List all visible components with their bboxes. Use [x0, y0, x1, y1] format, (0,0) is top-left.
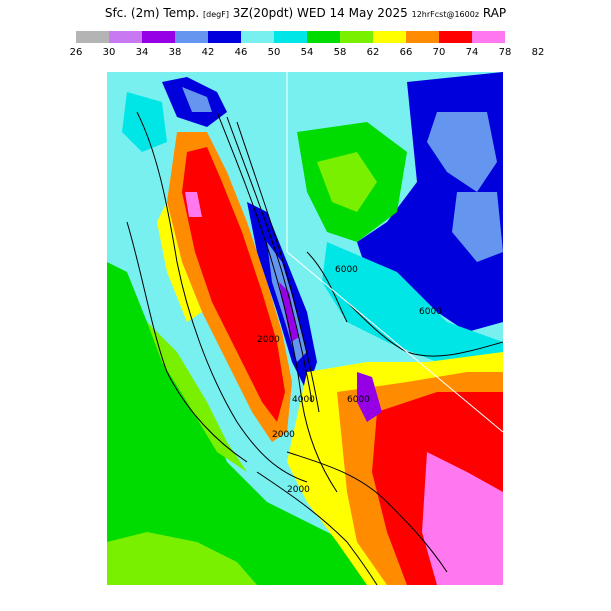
contour-label: 2000	[272, 430, 295, 440]
region-34-desert-peak	[357, 372, 382, 422]
region-70-valley	[182, 147, 285, 422]
title-run: 3Z(20pdt) WED 14 May 2025	[232, 6, 408, 20]
contour-label: 6000	[335, 265, 358, 275]
title-forecast: 12hrFcst@1600z	[411, 10, 480, 19]
contour-label: 6000	[419, 307, 442, 317]
legend-swatch	[307, 31, 340, 43]
legend-swatch	[406, 31, 439, 43]
region-50-basin	[322, 242, 503, 372]
legend-tick-label: 82	[531, 47, 545, 58]
region-38-east	[427, 112, 497, 192]
legend-tick-label: 30	[102, 47, 116, 58]
legend-tick-label: 78	[498, 47, 512, 58]
legend-swatch	[175, 31, 208, 43]
legend-tick-label: 62	[366, 47, 380, 58]
region-54	[107, 262, 387, 585]
region-74-desert	[422, 452, 503, 585]
legend-tick-label: 54	[300, 47, 314, 58]
region-38-north	[182, 87, 212, 112]
legend-swatch	[76, 31, 109, 43]
legend-tick-label: 34	[135, 47, 149, 58]
legend-swatch	[274, 31, 307, 43]
title-units: [degF]	[203, 10, 229, 19]
contour-label: 2000	[287, 485, 310, 495]
legend-tick-label: 26	[69, 47, 83, 58]
title-model: RAP	[482, 6, 507, 20]
region-34-sierra	[279, 282, 299, 342]
legend-tick-label: 38	[168, 47, 182, 58]
region-58-nevada	[317, 152, 377, 212]
contour-label: 4000	[292, 395, 315, 405]
legend-swatch	[340, 31, 373, 43]
region-74-valley	[185, 192, 202, 217]
legend-tick-label: 42	[201, 47, 215, 58]
legend-tick-label: 58	[333, 47, 347, 58]
contour-label-group: 6000 6000 6000 6000 6000 2000 2000 2000 …	[257, 265, 442, 495]
contour-label: 2000	[257, 335, 280, 345]
region-38-east-2	[452, 192, 503, 262]
color-legend	[76, 31, 505, 43]
legend-tick-label: 70	[432, 47, 446, 58]
legend-swatch	[109, 31, 142, 43]
legend-tick-label: 46	[234, 47, 248, 58]
color-legend-ticks: 26 30 34 38 42 46 50 54 58 62 66 70 74 78 82	[70, 47, 576, 59]
map-title: Sfc. (2m) Temp. [degF] 3Z(20pdt) WED 14 …	[0, 6, 611, 20]
region-58-coast	[107, 532, 257, 585]
legend-tick-label: 66	[399, 47, 413, 58]
legend-swatch	[439, 31, 472, 43]
legend-swatch	[472, 31, 505, 43]
legend-swatch	[208, 31, 241, 43]
legend-swatch	[241, 31, 274, 43]
legend-tick-label: 74	[465, 47, 479, 58]
region-58-valley-edge	[147, 322, 247, 472]
title-main: Sfc. (2m) Temp.	[104, 6, 200, 20]
state-border	[286, 72, 503, 433]
contour-label: 6000	[347, 395, 370, 405]
temperature-map: 6000 6000 6000 6000 6000 2000 2000 2000 …	[107, 72, 503, 585]
legend-tick-label: 50	[267, 47, 281, 58]
legend-swatch	[142, 31, 175, 43]
region-50-northwest	[122, 92, 167, 152]
region-62-valley-west	[157, 202, 202, 322]
legend-swatch	[373, 31, 406, 43]
